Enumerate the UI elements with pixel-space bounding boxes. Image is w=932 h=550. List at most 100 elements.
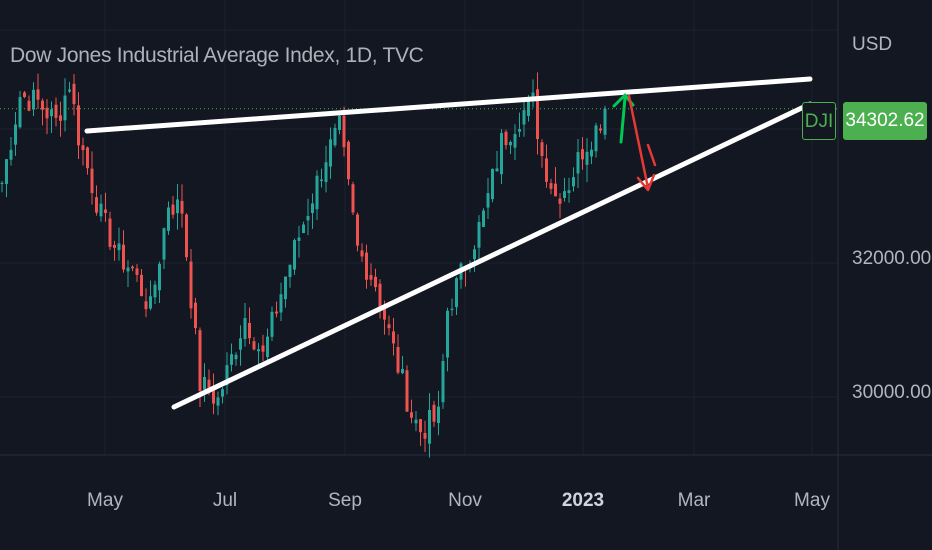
candle-body [360,250,364,257]
candle [5,158,8,198]
candle-body [108,218,112,247]
candle [95,185,98,216]
candle-body [248,322,251,339]
candle-body [14,124,17,145]
candle [549,178,553,195]
candle [122,230,125,273]
candle-body [558,198,562,204]
candle-body [5,159,8,184]
candle [374,268,377,292]
candle [365,244,368,289]
candle [171,196,175,219]
candle-body [279,294,283,313]
candle-body [320,179,323,182]
currency-label: USD [852,34,893,55]
candle-body [594,125,598,152]
candle-body [81,145,85,151]
candle-body [86,147,89,169]
candle-body [252,341,256,350]
candle-body [194,302,197,329]
candle [405,365,409,412]
x-tick-label: Jul [212,490,238,511]
candle [432,400,436,427]
down-arrow-tick [646,143,657,167]
candle [176,184,179,230]
candle-body [567,190,571,193]
candle [68,81,71,93]
candle-body [491,168,494,200]
y-tick-label: 32000.00 [852,248,932,269]
candle [536,72,539,155]
candle [324,145,328,193]
candle-body [590,149,593,157]
candle [446,307,449,372]
candle [81,137,85,166]
candle-body [401,369,404,374]
candle-body [351,184,355,213]
drawings [0,76,838,410]
candle [225,352,229,395]
candle [554,167,557,197]
candle [531,79,535,108]
candle [576,139,580,188]
candle-body [522,110,526,125]
candle [113,240,116,261]
candle-body [131,266,134,269]
candle [14,111,17,156]
candle-body [27,100,31,111]
candle [572,167,575,192]
candle [455,276,458,315]
candle [504,129,508,150]
candle [126,260,130,287]
candle [477,215,481,263]
candle-body [198,330,202,391]
candle [108,211,112,251]
candle [558,193,562,219]
down-arrow-head [636,173,656,192]
candle [437,390,440,436]
candle-body [531,92,535,98]
candle [18,90,22,129]
candle-body [41,100,44,110]
candle-body [122,244,125,270]
candle [500,129,503,185]
candle-body [450,308,454,310]
candle-body [275,311,278,314]
candle [486,178,490,219]
candle [333,123,337,148]
candle [162,227,166,269]
candle-body [563,191,566,198]
candle-body [189,261,193,309]
candle [387,315,391,336]
candle [450,298,454,316]
candle-body [576,152,580,174]
candle-body [585,151,589,165]
candle [149,280,152,311]
candle [414,411,418,432]
candle-body [473,249,476,260]
candle [540,139,544,168]
candle [0,180,4,193]
candle [585,138,589,183]
candle [396,334,400,375]
candle-body [221,389,224,397]
candle-body [518,129,521,132]
candle-body [509,142,512,146]
symbol-tag[interactable]: DJI [802,102,836,140]
candle-body [414,419,418,424]
candle-body [581,149,584,160]
candle-body [482,210,485,227]
candles [0,72,607,458]
candle-body [9,149,13,160]
candle [135,264,139,282]
candle [522,98,526,137]
candle [581,137,584,170]
last-price-tag[interactable]: 34302.62 [843,102,927,140]
candle [302,221,305,234]
candle-body [419,419,422,433]
candle [347,140,350,186]
candle-body [545,158,548,182]
candle-body [59,115,62,121]
candle-body [500,133,503,175]
